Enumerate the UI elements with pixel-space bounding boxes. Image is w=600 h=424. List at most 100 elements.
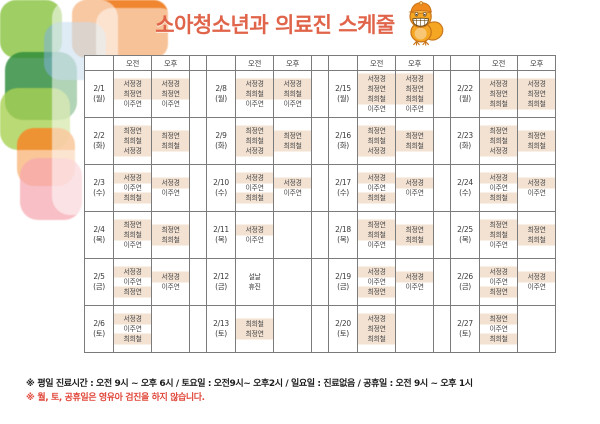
day-of-week: (월) [337, 94, 349, 103]
doctor-name: 설날 [248, 272, 261, 281]
row-gap-cell [311, 117, 329, 165]
doctor-name: 서정경 [152, 271, 189, 282]
date-cell-2-13: 2/13 (토) [206, 305, 236, 353]
doctor-name: 최희철 [518, 99, 555, 110]
deco-orange-mid [17, 128, 75, 186]
slot-pm-2-18: 최정연 최희철 [395, 211, 434, 259]
doctor-name: 최정연 [518, 224, 555, 235]
slot-pm-2-20 [395, 305, 434, 353]
doctor-name: 최희철 [396, 94, 433, 105]
doctor-name: 최희철 [480, 334, 517, 345]
doctor-name: 최희철 [396, 235, 433, 246]
schedule-row: 2/1 (월) 서정경 최정연 이주연 서정경 최정연 이주연 2/8 (월) 서정경 최희철 이주연 서… [84, 70, 556, 118]
slot-pm-2-2: 최정연 최희철 [151, 117, 190, 165]
doctor-name: 서정경 [236, 78, 273, 89]
date-cell-2-22: 2/22 (월) [450, 70, 480, 118]
doctor-name: 이주연 [123, 100, 142, 109]
day-of-week: (화) [93, 141, 105, 150]
date-number: 2/12 [213, 271, 229, 281]
doctor-name: 이주연 [489, 324, 508, 333]
slot-am-2-13: 최희철 최정연 [235, 305, 274, 353]
doctor-name: 이주연 [405, 283, 424, 291]
slot-am-2-26: 서정경 이주연 최정연 [479, 258, 518, 306]
day-of-week: (월) [459, 94, 471, 103]
date-number: 2/8 [215, 83, 227, 93]
doctor-name: 서정경 [518, 177, 555, 188]
header-gap-week-3 [433, 55, 451, 71]
schedule-table-head: 오전 오후 오전 오후 오전 오후 오전 오후 [84, 55, 556, 71]
doctor-name: 최정연 [480, 287, 517, 298]
doctor-name: 이주연 [527, 283, 546, 291]
doctor-name: 서정경 [114, 172, 151, 183]
header-am-week-3: 오전 [357, 55, 396, 71]
row-gap-cell [311, 70, 329, 118]
doctor-name: 최정연 [480, 88, 517, 100]
doctor-name: 최정연 [236, 329, 273, 340]
row-gap-cell [433, 164, 451, 212]
date-number: 2/5 [93, 271, 105, 281]
doctor-name: 서정경 [480, 266, 517, 277]
doctor-name: 서정경 [358, 73, 395, 84]
slot-pm-2-27 [517, 305, 556, 353]
header-pm-week-3: 오후 [395, 55, 434, 71]
date-cell-2-15: 2/15 (월) [328, 70, 358, 118]
doctor-name: 서정경 [396, 271, 433, 282]
row-gap-cell [433, 117, 451, 165]
doctor-name: 이주연 [245, 100, 264, 109]
doctor-name: 최정연 [518, 130, 555, 141]
footer-notes: ※ 평일 진료시간 : 오전 9시 ~ 오후 6시 / 토요일 : 오전9시~ 오… [26, 378, 578, 406]
slot-am-2-6: 서정경 이주연 최희철 [113, 305, 152, 353]
doctor-name: 최희철 [152, 235, 189, 246]
doctor-name: 서정경 [480, 146, 517, 157]
doctor-name: 서정경 [274, 177, 311, 188]
doctor-name: 최정연 [236, 125, 273, 136]
doctor-name: 서정경 [358, 313, 395, 324]
row-gap-cell [311, 305, 329, 353]
doctor-name: 최정연 [274, 130, 311, 141]
doctor-name: 최정연 [518, 88, 555, 100]
doctor-name: 최희철 [518, 141, 555, 152]
row-gap-cell [189, 258, 207, 306]
date-number: 2/23 [457, 130, 473, 140]
header-date-blank-week-2 [206, 55, 236, 71]
date-number: 2/6 [93, 318, 105, 328]
date-cell-2-24: 2/24 (수) [450, 164, 480, 212]
date-cell-2-26: 2/26 (금) [450, 258, 480, 306]
header-gap-week-1 [189, 55, 207, 71]
doctor-name: 최희철 [114, 193, 151, 204]
note-mark-icon-2: ※ [26, 392, 35, 403]
doctor-name: 이주연 [405, 189, 424, 197]
day-of-week: (월) [215, 94, 227, 103]
doctor-name: 서정경 [358, 172, 395, 183]
doctor-name: 최희철 [358, 135, 395, 147]
header-gap-week-2 [311, 55, 329, 71]
date-cell-2-19: 2/19 (금) [328, 258, 358, 306]
slot-am-2-24: 서정경 이주연 최희철 [479, 164, 518, 212]
doctor-name: 최희철 [358, 229, 395, 241]
header-am-week-1: 오전 [113, 55, 152, 71]
day-of-week: (화) [215, 141, 227, 150]
date-cell-2-16: 2/16 (화) [328, 117, 358, 165]
doctor-name: 이주연 [123, 241, 142, 250]
doctor-name: 최정연 [114, 287, 151, 298]
slot-pm-2-8: 서정경 최희철 이주연 [273, 70, 312, 118]
date-number: 2/25 [457, 224, 473, 234]
slot-am-2-4: 최정연 최희철 이주연 [113, 211, 152, 259]
doctor-name: 최정연 [358, 83, 395, 94]
day-of-week: (토) [93, 329, 105, 338]
doctor-name: 이주연 [123, 324, 142, 333]
day-of-week: (수) [459, 188, 471, 197]
day-of-week: (금) [459, 282, 471, 291]
day-of-week: (목) [215, 235, 227, 244]
slot-pm-2-3: 서정경 이주연 [151, 164, 190, 212]
doctor-name: 최희철 [358, 94, 395, 105]
header-pm-week-2: 오후 [273, 55, 312, 71]
doctor-name: 최희철 [236, 193, 273, 204]
schedule-table-body: 2/1 (월) 서정경 최정연 이주연 서정경 최정연 이주연 2/8 (월) 서정경 최희철 이주연 서… [84, 70, 556, 353]
date-cell-2-6: 2/6 (토) [84, 305, 114, 353]
date-number: 2/19 [335, 271, 351, 281]
date-number: 2/17 [335, 177, 351, 187]
schedule-row: 2/5 (금) 서정경 이주연 최정연 서정경 이주연 2/12 (금) 설날 휴진 2/19 (금) 서… [84, 258, 556, 306]
header-am-week-2: 오전 [235, 55, 274, 71]
slot-pm-2-6 [151, 305, 190, 353]
